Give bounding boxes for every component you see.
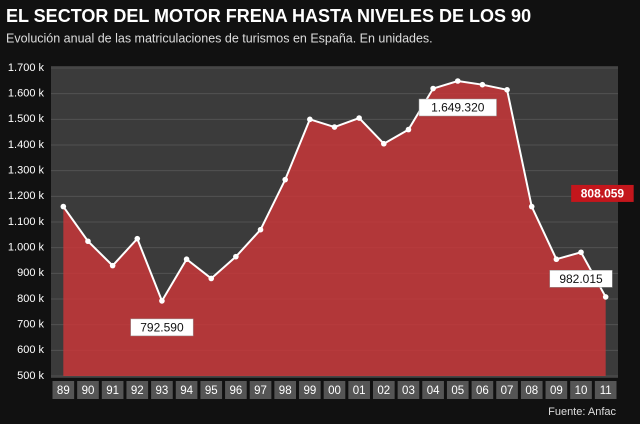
x-tick-box [299, 381, 321, 399]
x-tick-label: 98 [279, 385, 292, 397]
x-tick-box [348, 381, 370, 399]
x-tick-box [594, 381, 617, 399]
x-tick-box [520, 381, 543, 399]
value-label-box [418, 98, 497, 117]
point [430, 85, 436, 92]
x-tick-label: 02 [377, 385, 390, 397]
point [85, 238, 91, 245]
point [331, 124, 338, 130]
x-tick-label: 95 [205, 385, 218, 397]
point [282, 176, 288, 183]
value-label: 792.590 [140, 321, 184, 335]
x-tick-label: 04 [427, 385, 440, 397]
x-tick-label: 99 [303, 385, 316, 397]
y-tick-label: 1.300 k [8, 165, 45, 177]
value-label-box [571, 184, 634, 202]
x-tick-box [323, 381, 346, 399]
x-tick-label: 96 [229, 385, 242, 397]
x-tick-box [446, 381, 469, 399]
value-label: 1.649.320 [431, 101, 485, 115]
y-tick-label: 600 k [17, 344, 44, 356]
x-tick-label: 97 [254, 385, 267, 397]
point [528, 203, 535, 210]
x-tick-box [225, 381, 247, 399]
y-tick-label: 1.100 k [8, 216, 45, 228]
point [602, 294, 609, 300]
x-tick-box [101, 381, 124, 399]
point [159, 298, 165, 304]
area [63, 81, 606, 376]
x-tick-box [422, 381, 444, 399]
y-tick-label: 1.500 k [8, 113, 45, 125]
value-label: 982.015 [559, 272, 603, 286]
point [60, 203, 67, 210]
point [578, 249, 584, 256]
x-tick-label: 11 [600, 385, 612, 397]
x-tick-label: 89 [57, 385, 70, 397]
x-tick-label: 00 [328, 385, 341, 397]
y-tick-label: 1.700 k [8, 62, 45, 74]
point [208, 275, 215, 282]
y-tick-label: 800 k [17, 293, 44, 305]
x-tick-box [249, 381, 272, 399]
y-tick-label: 1.000 k [8, 242, 45, 254]
point [553, 256, 560, 263]
x-tick-label: 91 [106, 385, 119, 397]
chart-subtitle: Evolución anual de las matriculaciones d… [6, 31, 433, 45]
x-tick-label: 90 [82, 385, 95, 397]
value-label: 808.059 [581, 187, 625, 201]
value-label-box [130, 318, 194, 337]
x-tick-box [471, 381, 494, 399]
y-tick-label: 1.600 k [8, 88, 45, 100]
x-tick-label: 07 [501, 385, 514, 397]
x-tick-label: 10 [575, 385, 588, 397]
x-tick-label: 09 [550, 385, 563, 397]
point [504, 87, 510, 93]
y-tick-label: 1.400 k [8, 139, 45, 151]
source: Fuente: Anfac [548, 406, 616, 418]
x-tick-label: 01 [353, 385, 366, 397]
value-label-box [549, 270, 613, 288]
point [454, 78, 461, 84]
x-tick-box [77, 381, 99, 399]
x-tick-label: 93 [156, 385, 169, 397]
x-tick-label: 94 [180, 385, 193, 397]
x-tick-label: 03 [402, 385, 415, 397]
point [479, 81, 486, 88]
x-tick-box [496, 381, 518, 399]
x-tick-label: 06 [476, 385, 489, 397]
point [356, 115, 362, 121]
x-tick-box [274, 381, 297, 399]
x-tick-box [175, 381, 198, 399]
y-tick-label: 1.200 k [8, 190, 45, 202]
chart-title: EL SECTOR DEL MOTOR FRENA HASTA NIVELES … [6, 6, 531, 26]
x-tick-box [126, 381, 149, 399]
y-tick-label: 700 k [17, 319, 44, 331]
point [307, 116, 313, 123]
y-tick-label: 500 k [17, 370, 44, 382]
x-tick-box [200, 381, 223, 399]
point [381, 140, 387, 147]
point [405, 126, 412, 133]
point [233, 253, 239, 260]
point [109, 262, 116, 269]
x-tick-label: 05 [451, 385, 464, 397]
point [257, 226, 264, 233]
x-tick-box [372, 381, 395, 399]
x-tick-box [151, 381, 173, 399]
point [183, 256, 190, 263]
x-tick-box [570, 381, 592, 399]
x-tick-label: 92 [131, 385, 144, 397]
x-tick-label: 08 [525, 385, 538, 397]
x-tick-box [397, 381, 420, 399]
point [134, 235, 141, 242]
x-tick-box [52, 381, 75, 399]
y-tick-label: 900 k [17, 267, 44, 279]
x-tick-box [545, 381, 568, 399]
